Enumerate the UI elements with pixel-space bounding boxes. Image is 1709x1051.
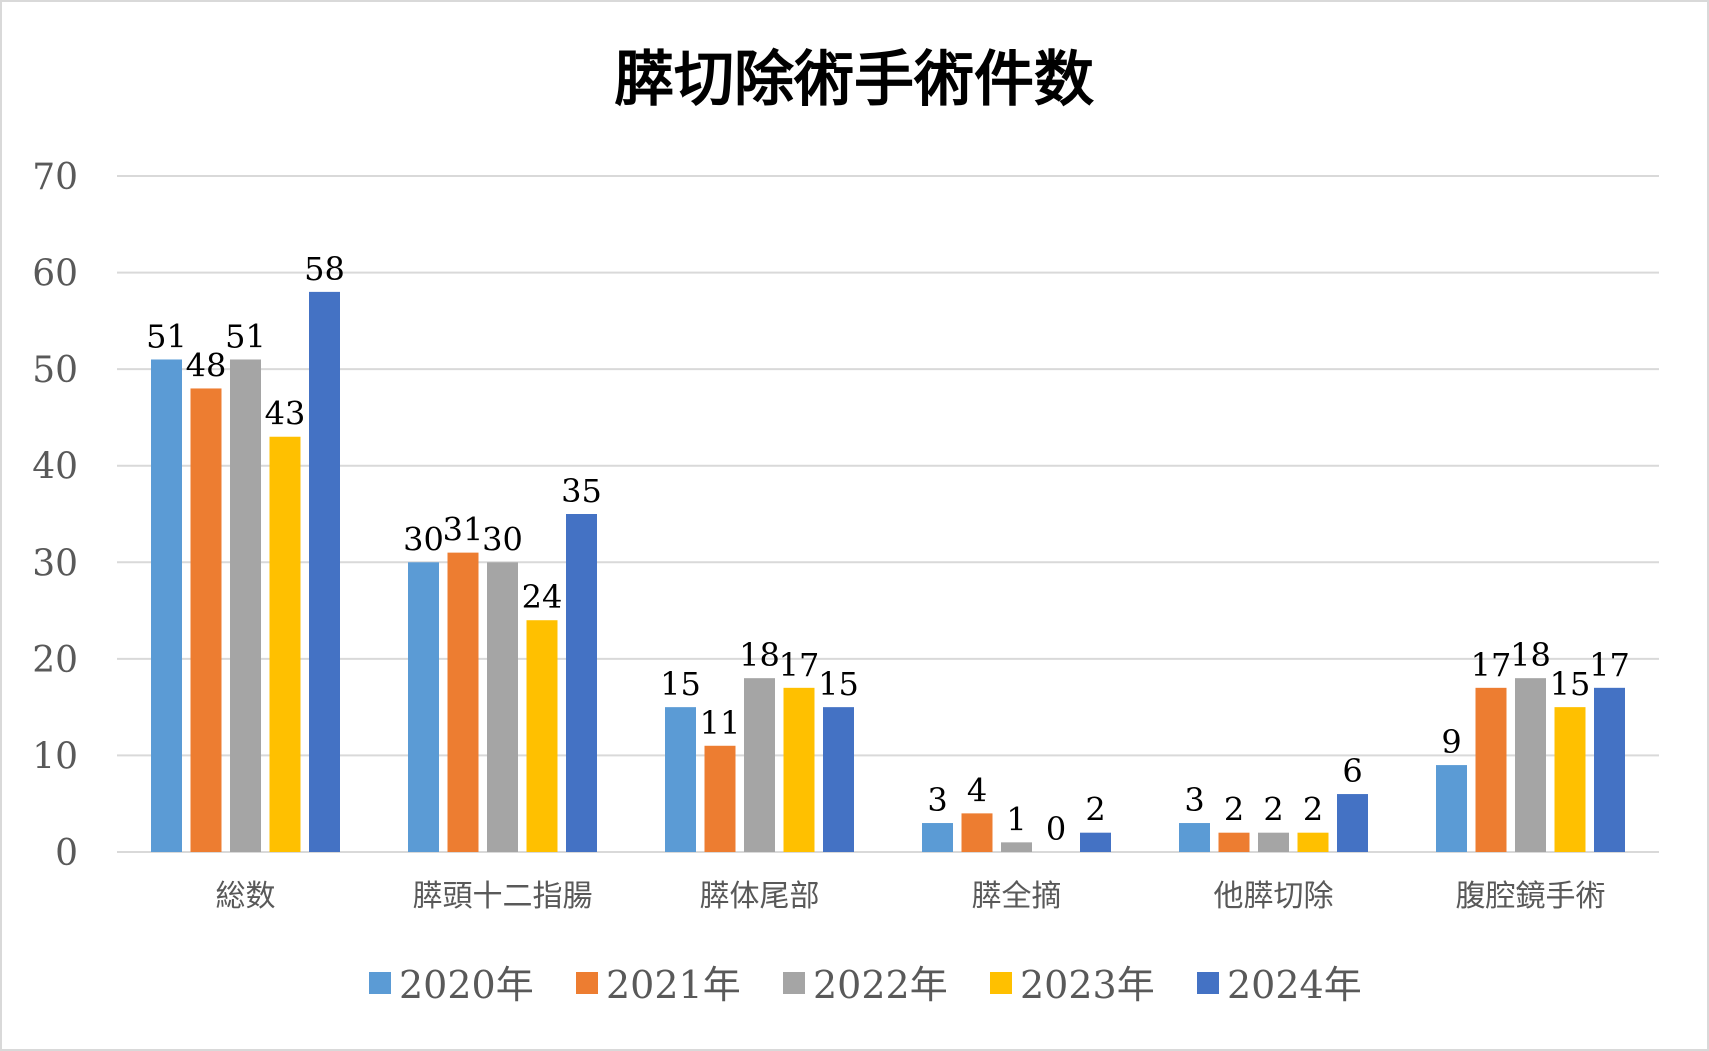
data-label-4-0: 3	[1184, 781, 1204, 819]
legend-label-4: 2024年	[1227, 963, 1362, 1007]
y-tick-label: 30	[32, 543, 78, 584]
bar-2-0	[665, 707, 696, 852]
y-tick-label: 50	[32, 350, 78, 391]
bar-5-2	[1515, 678, 1546, 852]
legend: 2020年 2021年 2022年 2023年 2024年	[369, 963, 1362, 1007]
y-tick-label: 10	[32, 736, 78, 777]
data-label-2-2: 18	[739, 636, 780, 674]
bar-4-2	[1258, 832, 1289, 852]
y-tick-label: 70	[32, 157, 78, 198]
bar-1-3	[526, 620, 558, 852]
data-label-1-0: 30	[403, 520, 444, 558]
data-label-3-2: 1	[1006, 800, 1026, 838]
data-label-4-2: 2	[1263, 791, 1283, 829]
data-label-5-1: 17	[1471, 646, 1512, 684]
data-label-5-4: 17	[1589, 646, 1630, 684]
legend-label-2: 2022年	[813, 963, 948, 1007]
bar-3-4	[1080, 832, 1111, 852]
data-label-0-0: 51	[146, 317, 187, 355]
bar-0-4	[309, 291, 340, 852]
data-label-0-1: 48	[186, 346, 227, 384]
bar-0-0	[151, 359, 182, 852]
category-label-3: 膵全摘	[972, 879, 1062, 914]
bar-4-3	[1297, 832, 1329, 852]
legend-item-0: 2020年	[369, 963, 534, 1007]
data-label-4-4: 6	[1342, 752, 1362, 790]
bar-5-0	[1436, 765, 1467, 852]
legend-item-4: 2024年	[1197, 963, 1362, 1007]
y-tick-label: 20	[32, 640, 78, 681]
bar-0-1	[190, 388, 222, 852]
bar-2-2	[744, 678, 775, 852]
bar-2-3	[783, 687, 815, 852]
bar-3-2	[1001, 842, 1032, 852]
legend-item-2: 2022年	[783, 963, 948, 1007]
data-label-2-3: 17	[779, 646, 820, 684]
bar-2-4	[823, 707, 854, 852]
legend-label-1: 2021年	[606, 963, 741, 1007]
data-label-5-2: 18	[1510, 636, 1551, 674]
bar-4-1	[1218, 832, 1250, 852]
category-label-2: 膵体尾部	[700, 879, 820, 914]
category-label-1: 膵頭十二指腸	[413, 879, 593, 914]
bar-5-4	[1594, 687, 1625, 852]
bar-1-1	[447, 552, 479, 852]
bar-3-0	[922, 823, 953, 852]
data-label-0-4: 58	[304, 250, 345, 288]
bar-5-3	[1554, 707, 1586, 852]
category-label-4: 他膵切除	[1214, 879, 1334, 914]
bar-2-1	[704, 745, 736, 852]
bar-5-1	[1475, 687, 1507, 852]
data-label-0-3: 43	[265, 395, 306, 433]
legend-swatch-1	[576, 972, 598, 994]
legend-item-1: 2021年	[576, 963, 741, 1007]
data-label-3-0: 3	[927, 781, 947, 819]
bar-1-4	[566, 514, 597, 852]
y-tick-label: 60	[32, 254, 78, 295]
y-tick-label: 0	[55, 833, 78, 874]
bar-1-0	[408, 562, 439, 852]
bar-4-0	[1179, 823, 1210, 852]
category-label-0: 総数	[216, 879, 276, 914]
data-label-1-1: 31	[443, 511, 484, 549]
bars	[151, 291, 1625, 852]
legend-swatch-0	[369, 972, 391, 994]
bar-1-2	[487, 562, 518, 852]
category-labels: 総数 膵頭十二指腸 膵体尾部 膵全摘 他膵切除 腹腔鏡手術	[216, 879, 1606, 914]
data-label-2-4: 15	[818, 665, 859, 703]
data-label-3-1: 4	[967, 771, 987, 809]
data-label-4-1: 2	[1224, 791, 1244, 829]
bar-4-4	[1337, 794, 1368, 852]
data-label-3-3: 0	[1046, 810, 1066, 848]
legend-swatch-4	[1197, 972, 1219, 994]
bar-0-2	[230, 359, 261, 852]
data-label-1-3: 24	[522, 578, 563, 616]
data-label-5-3: 15	[1550, 665, 1591, 703]
bar-3-1	[961, 813, 993, 852]
data-label-4-3: 2	[1303, 791, 1323, 829]
legend-label-0: 2020年	[399, 963, 534, 1007]
gridlines	[117, 175, 1659, 853]
data-label-3-4: 2	[1085, 791, 1105, 829]
data-label-0-2: 51	[225, 317, 266, 355]
legend-label-3: 2023年	[1020, 963, 1155, 1007]
category-label-5: 腹腔鏡手術	[1456, 879, 1606, 914]
chart-title: 膵切除術手術件数	[614, 45, 1094, 115]
data-label-1-4: 35	[561, 472, 602, 510]
data-label-2-0: 15	[660, 665, 701, 703]
data-label-5-0: 9	[1441, 723, 1461, 761]
y-tick-label: 40	[32, 447, 78, 488]
y-axis-tick-labels: 0 10 20 30 40 50 60 70	[32, 157, 78, 874]
legend-swatch-2	[783, 972, 805, 994]
legend-item-3: 2023年	[990, 963, 1155, 1007]
data-label-1-2: 30	[482, 520, 523, 558]
bar-0-3	[269, 436, 301, 852]
legend-swatch-3	[990, 972, 1012, 994]
data-label-2-1: 11	[700, 704, 741, 742]
